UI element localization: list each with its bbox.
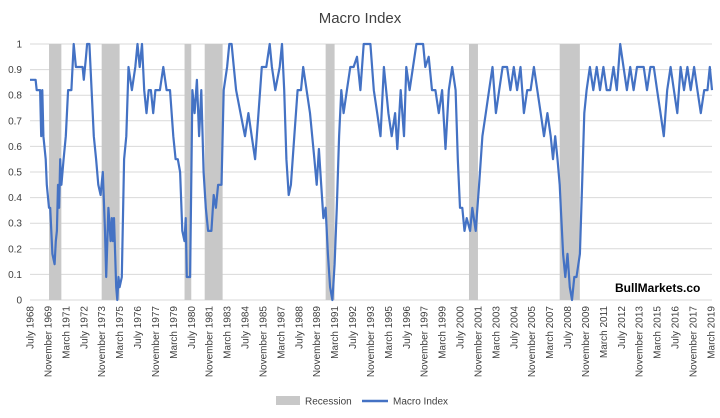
x-tick-label: November 1993 xyxy=(366,306,377,378)
y-tick-label: 0.4 xyxy=(8,193,22,204)
x-tick-label: July 2016 xyxy=(671,306,682,349)
x-tick-label: July 1992 xyxy=(348,306,359,349)
chart-title: Macro Index xyxy=(319,10,402,27)
x-tick-label: March 2019 xyxy=(706,306,717,359)
x-tick-label: July 1988 xyxy=(294,306,305,349)
x-tick-label: November 2005 xyxy=(527,306,538,378)
x-tick-label: November 2017 xyxy=(688,306,699,378)
series-line-macro-index xyxy=(30,42,714,302)
x-tick-label: November 1981 xyxy=(205,306,216,378)
x-tick-label: March 1999 xyxy=(438,306,449,359)
x-tick-label: July 1984 xyxy=(241,306,252,349)
watermark-text: BullMarkets.co xyxy=(615,281,700,295)
y-tick-label: 0.5 xyxy=(8,168,22,179)
recession-bar xyxy=(101,44,120,300)
x-tick-label: November 2001 xyxy=(473,306,484,378)
x-tick-label: March 1971 xyxy=(61,306,72,359)
recession-bar xyxy=(325,44,335,300)
x-tick-label: July 1976 xyxy=(133,306,144,349)
x-tick-label: March 2007 xyxy=(545,306,556,359)
series-layer xyxy=(30,42,714,302)
y-tick-label: 0.1 xyxy=(8,270,22,281)
x-tick-label: March 1983 xyxy=(223,306,234,359)
legend-swatch-recession xyxy=(276,396,300,405)
y-tick-label: 0.7 xyxy=(8,116,22,127)
x-tick-label: November 1977 xyxy=(151,306,162,378)
x-tick-label: March 1979 xyxy=(169,306,180,359)
x-tick-label: July 1968 xyxy=(26,306,37,349)
x-tick-label: March 2003 xyxy=(491,306,502,359)
x-tick-label: March 2011 xyxy=(599,306,610,359)
x-tick-label: July 2012 xyxy=(617,306,628,349)
x-tick-label: March 2015 xyxy=(653,306,664,359)
y-tick-label: 0.9 xyxy=(8,65,22,76)
x-tick-label: July 1980 xyxy=(187,306,198,349)
x-tick-label: November 1969 xyxy=(43,306,54,378)
x-tick-label: November 1973 xyxy=(97,306,108,378)
y-tick-label: 0.2 xyxy=(8,244,22,255)
legend: Recession Macro Index xyxy=(276,396,448,408)
y-tick-label: 0.3 xyxy=(8,219,22,230)
x-tick-label: November 1985 xyxy=(258,306,269,378)
grid-layer xyxy=(30,43,712,301)
recession-bar xyxy=(184,44,192,300)
y-tick-label: 0 xyxy=(16,296,22,307)
recession-bar xyxy=(204,44,223,300)
x-tick-label: November 2009 xyxy=(581,306,592,378)
legend-label-macro-index: Macro Index xyxy=(393,397,448,408)
recession-bar xyxy=(468,44,478,300)
x-axis: July 1968 November 1969 March 1971 July 197… xyxy=(26,306,718,378)
x-tick-label: March 1995 xyxy=(384,306,395,359)
recession-bar xyxy=(559,44,580,300)
x-tick-label: July 1996 xyxy=(402,306,413,349)
x-tick-label: March 1975 xyxy=(115,306,126,359)
x-tick-label: November 1997 xyxy=(420,306,431,378)
y-tick-label: 1 xyxy=(16,40,22,51)
x-tick-label: March 1987 xyxy=(276,306,287,359)
x-tick-label: March 1991 xyxy=(330,306,341,359)
x-tick-label: July 2008 xyxy=(563,306,574,349)
x-tick-label: July 2004 xyxy=(509,306,520,349)
x-tick-label: July 2000 xyxy=(456,306,467,349)
x-tick-label: November 1989 xyxy=(312,306,323,378)
x-tick-label: November 2013 xyxy=(635,306,646,378)
y-tick-label: 0.8 xyxy=(8,91,22,102)
y-tick-label: 0.6 xyxy=(8,142,22,153)
legend-label-recession: Recession xyxy=(305,397,352,408)
y-axis: 0 0.1 0.2 0.3 0.4 0.5 0.6 0.7 0.8 0.9 1 xyxy=(8,40,22,307)
x-tick-label: July 1972 xyxy=(79,306,90,349)
